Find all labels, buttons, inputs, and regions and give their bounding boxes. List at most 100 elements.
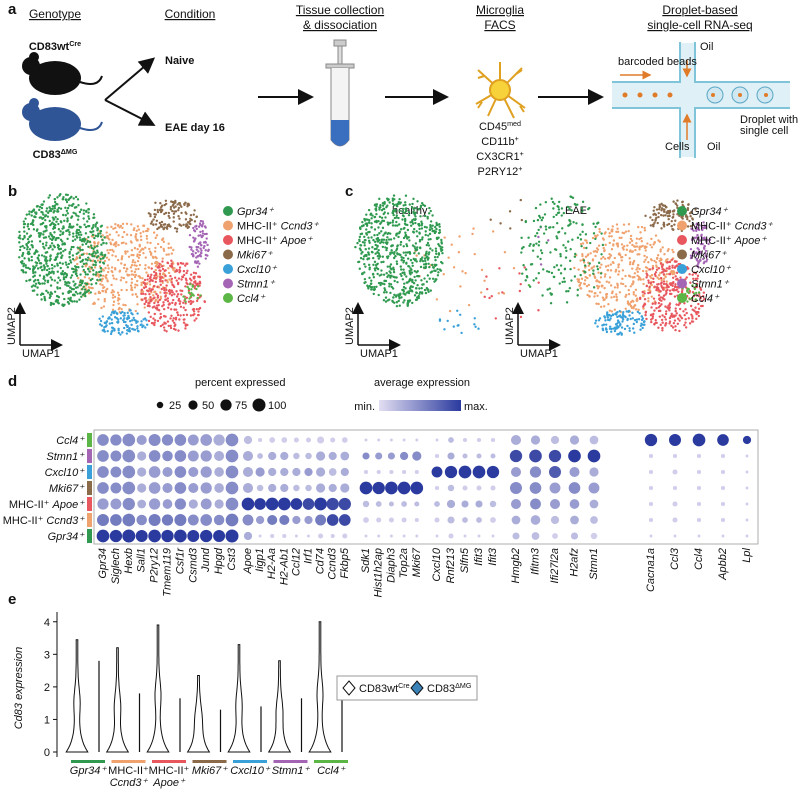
dot — [385, 481, 398, 495]
gene-label: Diaph3 — [385, 547, 397, 583]
umap-cell — [404, 235, 407, 238]
umap-cell — [665, 273, 669, 276]
umap-cell — [431, 263, 434, 267]
umap-cell — [537, 228, 540, 232]
umap-cell — [563, 232, 567, 235]
dot — [364, 534, 368, 538]
umap-cell — [363, 262, 366, 266]
umap-cell — [686, 300, 689, 303]
legend-label-gene: Ccl4⁺ — [237, 293, 266, 305]
umap-cell — [532, 244, 535, 247]
umap-cell — [398, 209, 401, 212]
umap-cell — [136, 303, 139, 306]
cells-label: Cells — [665, 141, 690, 153]
umap-cell — [147, 266, 150, 269]
umap-cell — [640, 225, 644, 229]
umap-cell — [585, 239, 588, 242]
umap-cell — [25, 248, 29, 251]
umap-cell — [136, 312, 139, 315]
group-color-bar — [111, 760, 146, 763]
umap-cell — [78, 298, 81, 301]
dot — [316, 483, 326, 493]
umap-cell — [49, 254, 52, 257]
umap-cell — [134, 234, 137, 238]
dot — [225, 513, 239, 527]
umap-cell — [403, 226, 406, 230]
legend-label-prefix: MHC-II⁺ — [691, 221, 732, 233]
umap-cell — [70, 216, 73, 219]
gene-label: Fkbp5 — [339, 547, 351, 578]
umap-cell — [65, 272, 68, 276]
umap-cell — [200, 249, 203, 252]
legend-label-prefix: MHC-II⁺ — [691, 235, 732, 247]
umap-cell — [638, 248, 641, 251]
umap-cell — [608, 309, 612, 312]
umap-cell — [674, 307, 677, 310]
umap-cell — [97, 232, 100, 235]
umap-cell — [613, 329, 617, 333]
umap-cell — [483, 295, 486, 299]
umap-cell — [644, 313, 647, 317]
umap-cell — [53, 231, 56, 234]
umap-cell — [17, 236, 21, 239]
legend-label: Gpr34⁺ — [691, 206, 729, 218]
row-label-gene: Apoe⁺ — [52, 499, 86, 511]
umap-cell — [139, 235, 143, 238]
dot — [372, 481, 385, 495]
group-label: Ccnd3⁺ — [110, 777, 149, 789]
umap-cell — [420, 201, 424, 205]
umap-cell — [81, 258, 85, 262]
umap-cell — [661, 246, 664, 249]
umap-cell — [171, 204, 174, 207]
dot — [570, 515, 579, 525]
umap-cell — [117, 328, 120, 332]
umap-cell — [697, 223, 701, 227]
umap-cell — [641, 244, 644, 248]
umap-cell — [584, 233, 588, 236]
dot — [243, 435, 253, 445]
umap-cell — [431, 249, 434, 252]
umap-cell — [614, 268, 618, 272]
umap-cell — [88, 270, 91, 273]
umap-cell — [643, 320, 646, 323]
umap-cell — [423, 277, 426, 280]
umap-cell — [626, 324, 629, 328]
umap-cell — [66, 206, 70, 210]
umap-cell — [404, 231, 407, 234]
umap-cell — [110, 311, 114, 314]
umap-cell — [72, 294, 75, 297]
genotype-mg-base: CD83 — [33, 149, 61, 161]
umap-cell — [131, 313, 134, 316]
umap-cell — [160, 204, 164, 207]
umap-cell — [413, 259, 417, 262]
umap-cell — [653, 205, 656, 209]
legend-label-gene: Stmn1⁺ — [237, 279, 276, 291]
umap-cell — [62, 249, 65, 253]
umap-cell — [162, 227, 165, 231]
umap-cell — [442, 272, 445, 276]
umap-cell — [159, 295, 163, 299]
umap-cell — [643, 323, 646, 326]
dot — [305, 437, 312, 443]
umap-cell — [624, 307, 627, 311]
dot — [137, 467, 147, 477]
umap-cell — [438, 228, 441, 232]
umap-cell — [169, 205, 173, 209]
umap-cell — [674, 265, 677, 268]
umap-cell — [621, 314, 625, 317]
umap-cell — [141, 247, 144, 251]
umap-cell — [641, 269, 645, 273]
umap-cell — [686, 206, 690, 210]
umap-cell — [101, 290, 105, 293]
group-color-bar — [233, 760, 267, 763]
umap-cell — [395, 276, 398, 279]
umap-cell — [23, 222, 27, 226]
umap-cell — [169, 246, 173, 249]
umap-cell — [134, 283, 137, 286]
umap-cell — [659, 276, 663, 280]
umap-cell — [180, 293, 183, 296]
umap-cell — [169, 274, 172, 278]
umap-cell — [121, 226, 124, 230]
umap-cell — [45, 229, 48, 232]
umap-cell — [680, 215, 683, 219]
